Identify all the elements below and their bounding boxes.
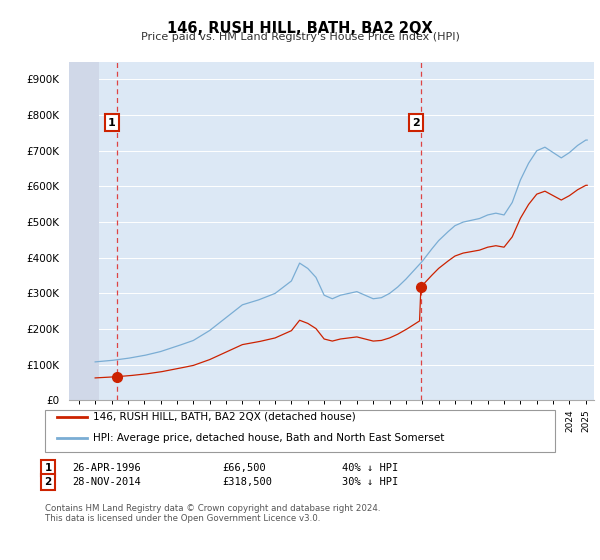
Text: 40% ↓ HPI: 40% ↓ HPI [342, 463, 398, 473]
Text: HPI: Average price, detached house, Bath and North East Somerset: HPI: Average price, detached house, Bath… [93, 433, 445, 443]
Bar [69, 62, 99, 400]
Text: Price paid vs. HM Land Registry's House Price Index (HPI): Price paid vs. HM Land Registry's House … [140, 32, 460, 43]
Text: Contains HM Land Registry data © Crown copyright and database right 2024.
This d: Contains HM Land Registry data © Crown c… [45, 504, 380, 524]
Text: 2: 2 [44, 477, 52, 487]
Text: £318,500: £318,500 [222, 477, 272, 487]
Text: 28-NOV-2014: 28-NOV-2014 [72, 477, 141, 487]
Text: 2: 2 [412, 118, 420, 128]
Text: 26-APR-1996: 26-APR-1996 [72, 463, 141, 473]
Text: £66,500: £66,500 [222, 463, 266, 473]
Text: 146, RUSH HILL, BATH, BA2 2QX: 146, RUSH HILL, BATH, BA2 2QX [167, 21, 433, 36]
Text: 1: 1 [108, 118, 116, 128]
Text: 146, RUSH HILL, BATH, BA2 2QX (detached house): 146, RUSH HILL, BATH, BA2 2QX (detached … [93, 412, 356, 422]
Text: 30% ↓ HPI: 30% ↓ HPI [342, 477, 398, 487]
Text: 1: 1 [44, 463, 52, 473]
